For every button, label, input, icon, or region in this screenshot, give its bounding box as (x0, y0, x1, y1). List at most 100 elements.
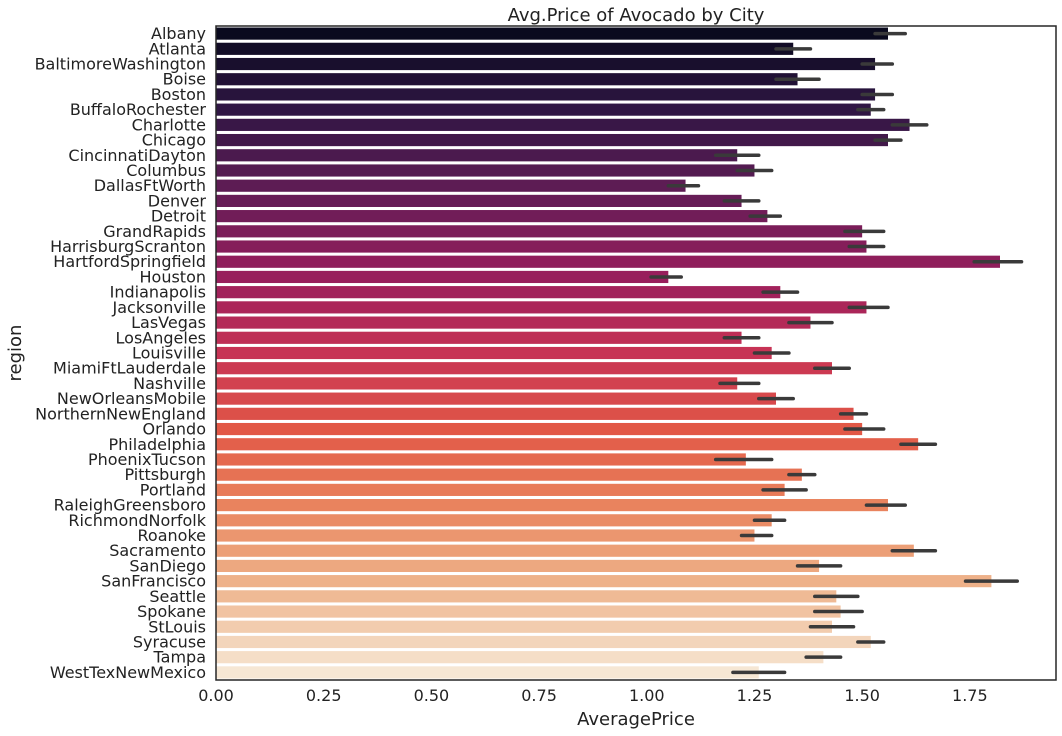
bar-roanoke (216, 529, 755, 542)
y-tick-label: RaleighGreensboro (54, 496, 206, 515)
x-tick-label: 0.25 (306, 686, 342, 705)
bar-dallasftworth (216, 179, 686, 192)
y-tick-label: Detroit (151, 207, 206, 226)
bar-atlanta (216, 42, 794, 55)
bar-detroit (216, 210, 768, 223)
y-tick-label: PhoenixTucson (88, 450, 206, 469)
y-tick-label: Seattle (149, 587, 206, 606)
bar-losangeles (216, 331, 742, 344)
error-bars-layer (649, 31, 1024, 675)
y-tick-label: HartfordSpringfield (53, 252, 206, 271)
y-tick-label: Denver (148, 191, 207, 210)
y-tick-label: LosAngeles (116, 328, 206, 347)
bar-louisville (216, 346, 772, 360)
y-tick-label: StLouis (148, 617, 206, 636)
y-tick-label: NorthernNewEngland (35, 404, 206, 423)
bar-richmondnorfolk (216, 514, 772, 527)
bar-raleighgreensboro (216, 499, 888, 512)
y-tick-label: NewOrleansMobile (57, 389, 206, 408)
y-tick-label: Boston (151, 85, 206, 104)
chart-title: Avg.Price of Avocado by City (508, 5, 765, 26)
y-tick-label: Charlotte (132, 115, 206, 134)
y-tick-label: CincinnatiDayton (68, 146, 206, 165)
bar-sanfrancisco (216, 575, 992, 588)
x-tick-label: 1.75 (952, 686, 988, 705)
bar-grandrapids (216, 225, 863, 238)
bar-phoenixtucson (216, 453, 746, 466)
y-tick-label: Columbus (126, 161, 206, 180)
bar-northernnewengland (216, 407, 854, 420)
y-tick-label: Roanoke (138, 526, 206, 545)
y-tick-label: Tampa (153, 648, 206, 667)
y-tick-label: Philadelphia (109, 435, 206, 454)
x-tick-label: 0.75 (521, 686, 557, 705)
bar-sandiego (216, 559, 820, 573)
y-tick-label: Nashville (133, 374, 206, 393)
y-tick-label: Portland (140, 480, 206, 499)
y-tick-label: Orlando (142, 420, 206, 439)
y-tick-label: Atlanta (149, 39, 206, 58)
x-tick-labels: 0.00 0.25 0.50 0.75 1.00 1.25 1.50 1.75 (198, 686, 987, 705)
y-axis-label: region (5, 325, 26, 382)
y-tick-label: Jacksonville (112, 298, 207, 317)
bar-miamiftlauderdale (216, 362, 832, 375)
y-tick-label: LasVegas (131, 313, 206, 332)
y-tick-label: Houston (140, 267, 207, 286)
y-tick-label: MiamiFtLauderdale (53, 359, 206, 378)
bar-cincinnatidayton (216, 149, 738, 162)
bar-hartfordspringfield (216, 255, 1000, 268)
y-tick-label: Indianapolis (110, 283, 206, 302)
y-tick-label: BuffaloRochester (70, 100, 207, 119)
bar-buffalorochester (216, 103, 871, 116)
y-tick-label: Boise (163, 70, 206, 89)
bar-baltimorewashington (216, 57, 876, 71)
bar-albany (216, 27, 888, 40)
bars-layer (216, 27, 1000, 679)
bar-lasvegas (216, 316, 811, 329)
bar-seattle (216, 590, 837, 603)
y-tick-label: SanFrancisco (101, 572, 206, 591)
y-tick-labels: AlbanyAtlantaBaltimoreWashingtonBoiseBos… (35, 24, 207, 682)
y-tick-label: GrandRapids (103, 222, 206, 241)
bar-boise (216, 73, 798, 86)
bar-indianapolis (216, 286, 781, 299)
bar-sacramento (216, 544, 914, 557)
bar-stlouis (216, 620, 832, 633)
bar-nashville (216, 377, 738, 390)
y-tick-label: HarrisburgScranton (50, 237, 206, 256)
bar-neworleansmobile (216, 392, 776, 405)
x-tick-label: 0.50 (414, 686, 450, 705)
plot-frame (215, 25, 1057, 681)
y-tick-label: BaltimoreWashington (35, 55, 206, 74)
bar-spokane (216, 605, 841, 618)
bar-denver (216, 194, 742, 207)
y-tick-label: SanDiego (129, 556, 206, 575)
x-tick-label: 1.00 (629, 686, 665, 705)
bar-portland (216, 483, 785, 496)
y-tick-label: Sacramento (109, 541, 206, 560)
y-tick-label: Pittsburgh (124, 465, 206, 484)
y-tick-label: DallasFtWorth (94, 176, 206, 195)
y-tick-label: Syracuse (133, 632, 206, 651)
bar-charlotte (216, 118, 910, 131)
bar-boston (216, 88, 876, 101)
bar-columbus (216, 164, 755, 177)
bar-orlando (216, 422, 863, 436)
x-tick-label: 1.25 (737, 686, 773, 705)
bar-chicago (216, 133, 888, 147)
x-tick-label: 0.00 (198, 686, 234, 705)
bar-philadelphia (216, 438, 919, 451)
bar-harrisburgscranton (216, 240, 867, 253)
bar-jacksonville (216, 301, 867, 314)
bar-houston (216, 270, 669, 284)
x-tick-label: 1.50 (844, 686, 880, 705)
y-tick-label: Albany (151, 24, 206, 43)
bar-westtexnewmexico (216, 666, 759, 679)
y-tick-label: WestTexNewMexico (50, 663, 206, 682)
x-axis-label: AveragePrice (577, 709, 695, 730)
bar-syracuse (216, 635, 871, 649)
bar-pittsburgh (216, 468, 802, 481)
y-tick-label: Chicago (142, 131, 206, 150)
y-tick-label: Louisville (132, 344, 206, 363)
